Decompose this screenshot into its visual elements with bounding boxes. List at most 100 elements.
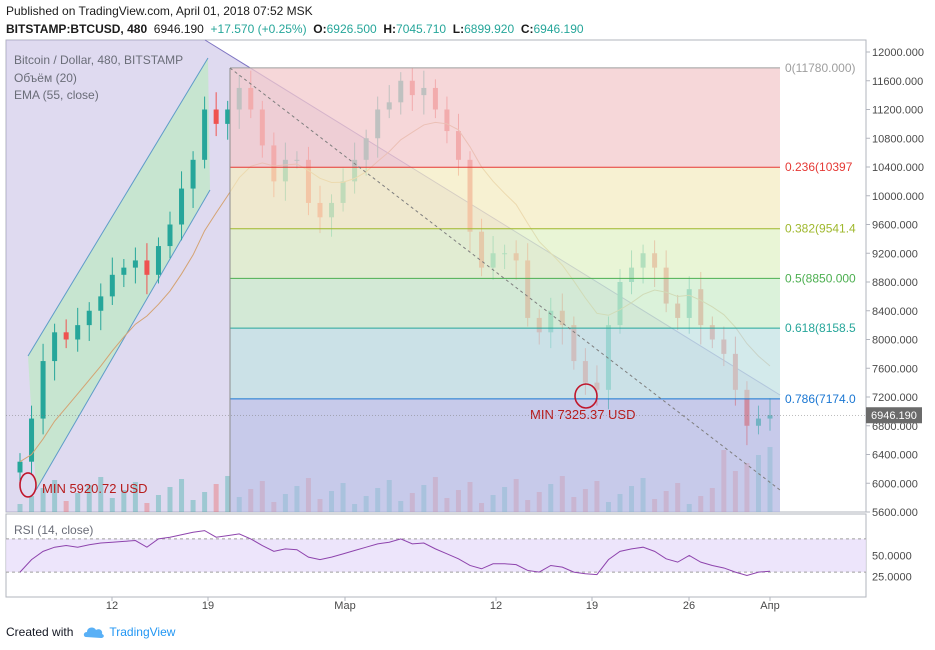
time-tick-label: 26: [683, 600, 695, 612]
price-tick-label: 10800.000: [872, 133, 924, 145]
price-tick-label: 5600.000: [872, 507, 918, 519]
open-value: 6926.500: [326, 22, 377, 36]
candle: [144, 260, 150, 275]
price-axis: 12000.000 11600.000 11200.000 10800.000 1040…: [6, 40, 935, 519]
last-price: 6946.190: [153, 22, 204, 36]
price-tick-label: 11600.000: [872, 76, 923, 88]
candle: [75, 325, 81, 340]
volume-bar: [63, 501, 69, 512]
channel-lower-line: [35, 189, 211, 491]
volume-bar: [167, 487, 173, 512]
fib-level-label: 0.236(10397: [785, 160, 853, 174]
volume-bar: [98, 477, 104, 512]
rsi-line: [19, 530, 771, 576]
candle: [121, 267, 127, 275]
fib-level-label: 0.618(8158.5: [785, 321, 856, 335]
fib-band: [230, 228, 780, 279]
created-with-label: Created with: [6, 625, 74, 639]
price-tick-label: 10000.000: [872, 191, 924, 203]
annotation-layer: MIN 5920.72 USD MIN 7325.37 USD: [19, 383, 636, 498]
time-tick-label: 12: [106, 600, 118, 612]
tradingview-link[interactable]: TradingView: [109, 625, 176, 639]
price-tick-label: 10400.000: [872, 162, 924, 174]
rsi-tick-label: 25.0000: [872, 571, 912, 583]
fib-level-label: 0.786(7174.0: [785, 392, 856, 406]
candle: [179, 188, 185, 225]
fib-level-label: 0.5(8850.000: [785, 271, 856, 285]
min-label-2: MIN 7325.37 USD: [530, 407, 636, 422]
high-value: 7045.710: [396, 22, 447, 36]
tradingview-logo-icon: [84, 627, 105, 638]
channel-drawing: [28, 58, 210, 490]
price-tick-label: 12000.000: [872, 47, 924, 59]
volume-bar: [52, 480, 58, 512]
price-change: +17.570 (+0.25%): [210, 22, 307, 36]
time-tick-label: 19: [202, 600, 214, 612]
fib-band: [230, 67, 780, 168]
volume-bar: [121, 490, 127, 512]
candle: [109, 274, 115, 297]
candle: [17, 461, 23, 473]
fib-trend-line: [229, 67, 781, 491]
close-value: 6946.190: [533, 22, 584, 36]
candle: [98, 296, 104, 311]
fib-band: [230, 167, 780, 229]
fib-band: [230, 278, 780, 329]
candle: [132, 260, 138, 268]
price-tick-label: 6000.000: [872, 478, 918, 490]
last-price-tag: [866, 407, 922, 424]
candle: [190, 159, 196, 189]
high-label: H:: [383, 22, 397, 36]
price-tick-label: 7200.000: [872, 392, 918, 404]
volume-bar: [202, 492, 208, 512]
fib-band: [230, 328, 780, 399]
price-tick-label: 8400.000: [872, 306, 918, 318]
candle: [29, 418, 35, 462]
rsi-tick-label: 50.0000: [872, 551, 912, 563]
volume-bar: [29, 496, 35, 512]
volume-bar: [75, 493, 81, 512]
volume-bar: [17, 504, 23, 512]
published-line: Published on TradingView.com, April 01, …: [6, 4, 313, 18]
rsi-layer: 50.0000 25.0000: [6, 530, 912, 583]
candle: [155, 246, 161, 275]
min-circle-2: [574, 383, 598, 409]
candle: [225, 109, 231, 124]
symbol-label: BITSTAMP:BTCUSD, 480: [6, 22, 148, 36]
close-label: C:: [520, 22, 534, 36]
low-label: L:: [452, 22, 465, 36]
volume-bar: [179, 479, 185, 512]
volume-bar: [190, 500, 196, 512]
volume-bar: [40, 488, 46, 512]
last-price-label: 6946.190: [871, 410, 917, 422]
rsi-band: [6, 538, 866, 573]
price-axis-bg: [866, 40, 935, 512]
time-tick-label: 12: [490, 600, 502, 612]
ohlc-line: BITSTAMP:BTCUSD, 480 6946.190 +17.570 (+…: [6, 22, 584, 36]
price-tick-label: 9200.000: [872, 248, 918, 260]
price-tick-label: 9600.000: [872, 220, 918, 232]
volume-bar: [132, 482, 138, 512]
fib-layer: 0(11780.000) 0.236(10397 0.382(9541.4 0.5(8…: [229, 61, 856, 512]
price-tick-label: 7600.000: [872, 363, 918, 375]
min-label-1: MIN 5920.72 USD: [42, 481, 148, 496]
open-label: O:: [313, 22, 327, 36]
rsi-legend: RSI (14, close): [14, 523, 93, 537]
volume-bar: [86, 485, 92, 512]
price-tick-label: 6400.000: [872, 450, 918, 462]
ema-legend: EMA (55, close): [14, 88, 99, 102]
fib-band-bottom: [230, 398, 780, 512]
price-tick-label: 8000.000: [872, 335, 918, 347]
candle: [167, 224, 173, 247]
candle: [202, 109, 208, 160]
price-tick-label: 11200.000: [872, 105, 923, 117]
candle: [63, 332, 69, 340]
volume-bar: [144, 503, 150, 512]
volume-bar: [155, 495, 161, 512]
fib-level-label: 0.382(9541.4: [785, 222, 856, 236]
min-circle-1: [19, 472, 37, 498]
candle: [213, 109, 219, 124]
candle: [40, 361, 46, 419]
candle: [52, 332, 58, 362]
